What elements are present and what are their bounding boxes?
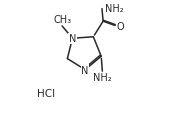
Text: O: O: [117, 22, 124, 32]
Text: NH₂: NH₂: [105, 4, 124, 14]
Text: HCl: HCl: [37, 89, 55, 98]
Text: NH₂: NH₂: [93, 73, 112, 83]
Text: N: N: [81, 65, 89, 75]
Text: CH₃: CH₃: [53, 15, 71, 25]
Text: N: N: [69, 34, 76, 44]
